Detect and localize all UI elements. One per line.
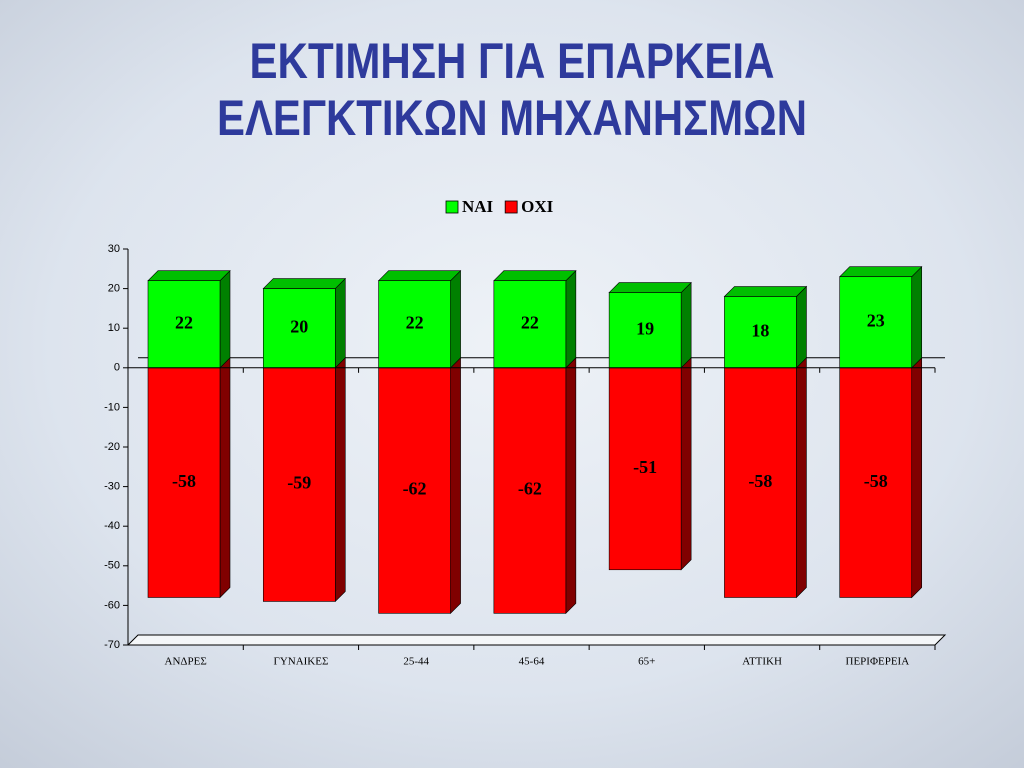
data-label: 20 (290, 316, 308, 336)
bar-top (608, 282, 692, 293)
bar-side (450, 357, 461, 615)
x-tick-label: ΠΕΡΙΦΕΡΕΙΑ (846, 656, 910, 668)
bar-side (911, 357, 923, 599)
data-label: -58 (748, 471, 772, 491)
y-tick-label: -60 (104, 599, 120, 611)
legend-swatch (504, 200, 518, 214)
data-label: -58 (864, 471, 888, 491)
bar-side (680, 281, 692, 369)
chart-title: ΕΛΕΓΚΤΙΚΩΝ ΜΗΧΑΝΗΣΜΩΝ (217, 90, 807, 146)
bar-top (262, 278, 347, 289)
legend-label: ΟΧΙ (521, 197, 554, 216)
bar-side (796, 357, 807, 599)
data-label: 18 (751, 320, 769, 340)
data-label: 23 (867, 310, 885, 330)
x-tick-label: 25-44 (403, 656, 429, 668)
bar-side (911, 265, 923, 369)
y-tick-label: -30 (104, 481, 120, 493)
data-label: 19 (636, 318, 654, 338)
data-label: 22 (521, 312, 539, 332)
y-tick-label: 20 (108, 283, 120, 295)
bar-side (219, 269, 231, 369)
bar (839, 367, 913, 598)
x-tick-label: 45-64 (519, 656, 545, 668)
x-tick-label: 65+ (638, 656, 655, 668)
bar-side (219, 357, 231, 599)
bar (493, 280, 567, 369)
data-label: -62 (403, 479, 427, 499)
y-tick-label: -40 (104, 520, 120, 532)
bar-top (377, 270, 462, 281)
data-label: -51 (633, 457, 657, 477)
y-tick-label: 30 (108, 243, 120, 255)
x-tick-label: ΑΤΤΙΚΗ (742, 656, 782, 668)
bar-side (565, 357, 577, 615)
legend-label: ΝΑΙ (462, 197, 494, 216)
bar (262, 288, 336, 369)
y-tick-label: -20 (104, 441, 120, 453)
bar (147, 367, 221, 598)
data-label: 22 (406, 312, 424, 332)
bar-side (450, 269, 461, 369)
data-label: -62 (518, 479, 542, 499)
bar (724, 296, 797, 369)
bar-side (796, 285, 807, 369)
bar-top (147, 270, 231, 281)
bar (839, 276, 913, 369)
y-tick-label: 10 (108, 322, 120, 334)
bar-top (838, 266, 923, 278)
bar-top (493, 270, 577, 281)
bar-top (723, 286, 808, 297)
y-tick-label: -70 (104, 639, 120, 651)
bar (378, 280, 451, 369)
bar-side (334, 357, 346, 603)
y-tick-label: 0 (114, 362, 120, 374)
bar (724, 367, 797, 598)
x-tick-label: ΓΥΝΑΙΚΕΣ (273, 656, 328, 668)
bar-side (565, 269, 577, 369)
bar-side (334, 277, 346, 369)
bar (608, 292, 682, 369)
data-label: -59 (287, 473, 311, 493)
legend-swatch (445, 200, 459, 214)
y-tick-label: -10 (104, 401, 120, 413)
x-tick-label: ΑΝΔΡΕΣ (165, 656, 207, 668)
y-tick-label: -50 (104, 560, 120, 572)
chart-title: ΕΚΤΙΜΗΣΗ ΓΙΑ ΕΠΑΡΚΕΙΑ (250, 33, 775, 89)
floor (126, 634, 947, 646)
bar (608, 367, 682, 571)
bar (378, 367, 451, 614)
data-label: -58 (172, 471, 196, 491)
data-label: 22 (175, 312, 193, 332)
bar (493, 367, 567, 614)
bar-side (680, 357, 692, 571)
